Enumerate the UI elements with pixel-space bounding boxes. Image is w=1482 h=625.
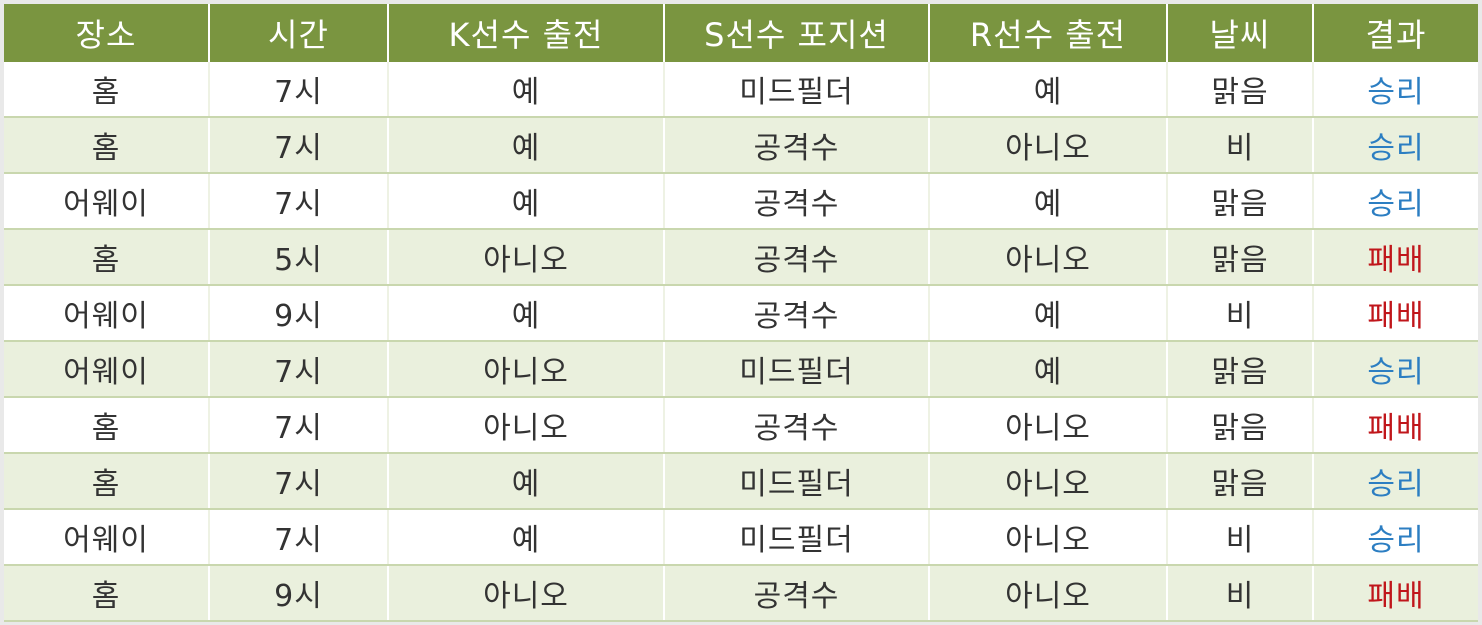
cell-r-player: 아니오 <box>929 117 1168 174</box>
cell-place: 홈 <box>4 565 210 622</box>
column-header-weather: 날씨 <box>1167 4 1314 62</box>
cell-place: 홈 <box>4 229 210 286</box>
table-row: 홈 7시 아니오 공격수 아니오 맑음 패배 <box>4 397 1478 454</box>
cell-time: 7시 <box>209 453 389 510</box>
cell-place: 홈 <box>4 397 210 454</box>
cell-weather: 맑음 <box>1167 341 1314 398</box>
cell-r-player: 예 <box>929 285 1168 342</box>
cell-result: 패배 <box>1313 397 1478 454</box>
cell-time: 7시 <box>209 341 389 398</box>
column-header-place: 장소 <box>4 4 210 62</box>
cell-place: 어웨이 <box>4 173 210 230</box>
match-results-table: 장소 시간 K선수 출전 S선수 포지션 R선수 출전 날씨 결과 홈 7시 예 미드… <box>4 4 1478 622</box>
cell-time: 7시 <box>209 173 389 230</box>
cell-k-player: 예 <box>388 453 665 510</box>
cell-result: 패배 <box>1313 229 1478 286</box>
cell-weather: 맑음 <box>1167 397 1314 454</box>
cell-k-player: 예 <box>388 117 665 174</box>
cell-s-position: 공격수 <box>664 117 930 174</box>
cell-place: 홈 <box>4 62 210 118</box>
cell-time: 7시 <box>209 62 389 118</box>
cell-result: 패배 <box>1313 565 1478 622</box>
cell-weather: 맑음 <box>1167 453 1314 510</box>
cell-time: 7시 <box>209 509 389 566</box>
table-row: 어웨이 7시 예 공격수 예 맑음 승리 <box>4 173 1478 230</box>
cell-weather: 비 <box>1167 285 1314 342</box>
cell-r-player: 아니오 <box>929 509 1168 566</box>
table-row: 어웨이 9시 예 공격수 예 비 패배 <box>4 285 1478 342</box>
cell-weather: 비 <box>1167 565 1314 622</box>
cell-r-player: 예 <box>929 341 1168 398</box>
cell-s-position: 공격수 <box>664 173 930 230</box>
cell-result: 승리 <box>1313 509 1478 566</box>
table-body: 홈 7시 예 미드필더 예 맑음 승리 홈 7시 예 공격수 아니오 비 승리 어웨이 7시 예 공격수 예 맑음 승리… <box>4 62 1478 622</box>
cell-s-position: 미드필더 <box>664 62 930 118</box>
table-row: 홈 5시 아니오 공격수 아니오 맑음 패배 <box>4 229 1478 286</box>
cell-time: 7시 <box>209 117 389 174</box>
cell-place: 어웨이 <box>4 341 210 398</box>
cell-place: 홈 <box>4 117 210 174</box>
cell-time: 7시 <box>209 397 389 454</box>
cell-s-position: 공격수 <box>664 565 930 622</box>
cell-weather: 맑음 <box>1167 62 1314 118</box>
cell-time: 9시 <box>209 285 389 342</box>
column-header-k-player: K선수 출전 <box>388 4 665 62</box>
cell-weather: 맑음 <box>1167 173 1314 230</box>
header-row: 장소 시간 K선수 출전 S선수 포지션 R선수 출전 날씨 결과 <box>4 4 1478 62</box>
cell-k-player: 예 <box>388 509 665 566</box>
cell-weather: 비 <box>1167 509 1314 566</box>
table-row: 홈 9시 아니오 공격수 아니오 비 패배 <box>4 565 1478 622</box>
cell-k-player: 아니오 <box>388 341 665 398</box>
cell-r-player: 아니오 <box>929 565 1168 622</box>
cell-result: 승리 <box>1313 173 1478 230</box>
table-row: 홈 7시 예 미드필더 예 맑음 승리 <box>4 62 1478 118</box>
cell-s-position: 공격수 <box>664 285 930 342</box>
table-frame: 장소 시간 K선수 출전 S선수 포지션 R선수 출전 날씨 결과 홈 7시 예 미드… <box>4 4 1478 622</box>
column-header-time: 시간 <box>209 4 389 62</box>
cell-k-player: 아니오 <box>388 565 665 622</box>
cell-s-position: 미드필더 <box>664 509 930 566</box>
cell-place: 어웨이 <box>4 509 210 566</box>
column-header-s-position: S선수 포지션 <box>664 4 930 62</box>
cell-result: 승리 <box>1313 62 1478 118</box>
cell-r-player: 아니오 <box>929 229 1168 286</box>
column-header-result: 결과 <box>1313 4 1478 62</box>
cell-result: 패배 <box>1313 285 1478 342</box>
cell-k-player: 아니오 <box>388 397 665 454</box>
cell-result: 승리 <box>1313 117 1478 174</box>
table-row: 홈 7시 예 공격수 아니오 비 승리 <box>4 117 1478 174</box>
cell-r-player: 아니오 <box>929 397 1168 454</box>
table-row: 홈 7시 예 미드필더 아니오 맑음 승리 <box>4 453 1478 510</box>
column-header-r-player: R선수 출전 <box>929 4 1168 62</box>
cell-s-position: 공격수 <box>664 397 930 454</box>
cell-k-player: 예 <box>388 62 665 118</box>
cell-r-player: 예 <box>929 173 1168 230</box>
cell-time: 9시 <box>209 565 389 622</box>
cell-s-position: 공격수 <box>664 229 930 286</box>
table-row: 어웨이 7시 아니오 미드필더 예 맑음 승리 <box>4 341 1478 398</box>
cell-r-player: 아니오 <box>929 453 1168 510</box>
cell-r-player: 예 <box>929 62 1168 118</box>
cell-k-player: 예 <box>388 173 665 230</box>
cell-time: 5시 <box>209 229 389 286</box>
cell-weather: 비 <box>1167 117 1314 174</box>
cell-s-position: 미드필더 <box>664 341 930 398</box>
cell-s-position: 미드필더 <box>664 453 930 510</box>
cell-k-player: 아니오 <box>388 229 665 286</box>
cell-result: 승리 <box>1313 341 1478 398</box>
cell-k-player: 예 <box>388 285 665 342</box>
table-row: 어웨이 7시 예 미드필더 아니오 비 승리 <box>4 509 1478 566</box>
cell-place: 어웨이 <box>4 285 210 342</box>
cell-result: 승리 <box>1313 453 1478 510</box>
cell-weather: 맑음 <box>1167 229 1314 286</box>
cell-place: 홈 <box>4 453 210 510</box>
